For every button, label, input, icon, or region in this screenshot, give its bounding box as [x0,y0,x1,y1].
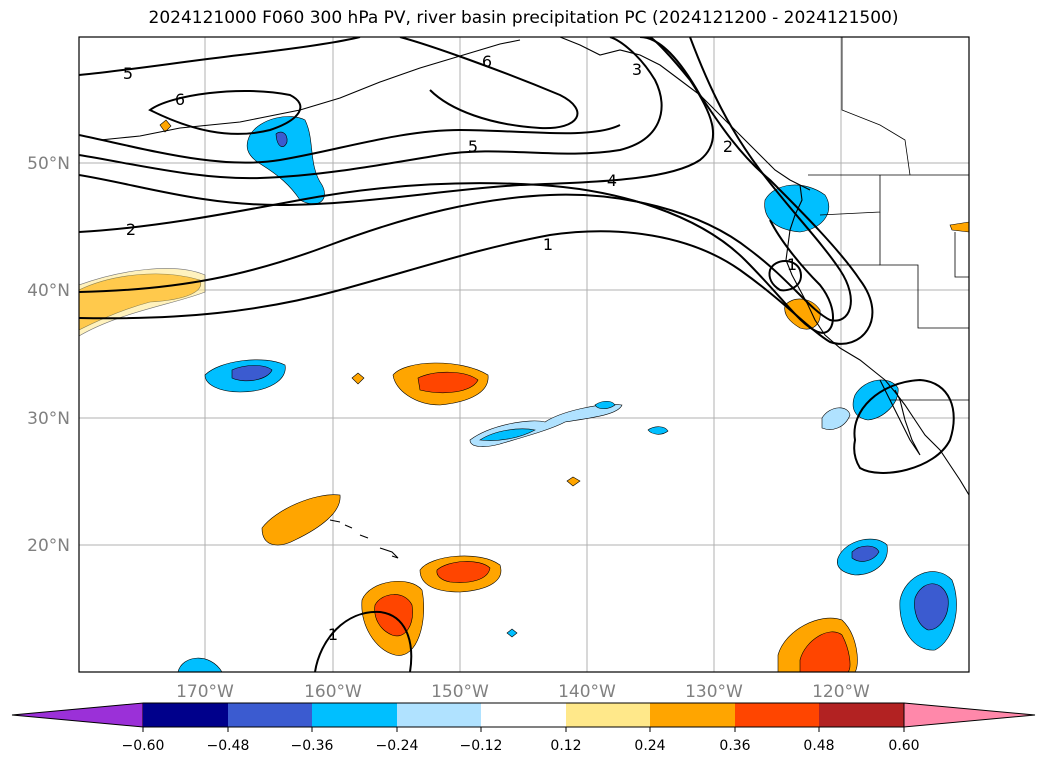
pv-contour-2 [79,37,852,322]
map-frame [78,36,970,673]
precip-blob-negative [647,426,669,435]
pv-contour-6 [79,124,621,164]
contour-label: 6 [175,90,185,109]
pv-contour-baja [853,378,955,474]
colorbar-over-arrow [903,702,1036,728]
colorbar-under-arrow [11,702,144,728]
contour-label: 6 [482,52,492,71]
contour-label: 1 [787,255,797,274]
lon-label: 160°W [304,682,362,702]
lon-label: 120°W [812,682,870,702]
colorbar: −0.60 −0.48 −0.36 −0.24 −0.12 0.12 0.24 … [11,702,1036,754]
precip-blob-positive [351,372,365,385]
precip-blob-positive-core [417,371,479,394]
lat-label: 50°N [27,154,70,174]
colorbar-tick-label: −0.24 [376,738,419,754]
precip-blob-positive [949,221,969,233]
colorbar-tick-label: 0.48 [803,738,834,754]
contour-label: 5 [123,64,133,83]
lon-label: 130°W [685,682,743,702]
contour-label: 2 [723,137,733,156]
colorbar-segment [312,703,397,727]
pv-contour-4 [79,37,715,207]
colorbar-segment [566,703,650,727]
contour-label: 2 [126,220,136,239]
precip-blob-positive-core [799,631,851,672]
lon-label: 170°W [176,682,234,702]
longitude-labels: 170°W 160°W 150°W 140°W 130°W 120°W [176,682,870,702]
precip-blob-negative-core [914,583,949,631]
precip-blob-positive [261,494,341,546]
colorbar-segment [650,703,735,727]
contour-label: 3 [632,60,642,79]
pv-contour-1-lower [314,610,413,672]
colorbar-segment [397,703,481,727]
colorbar-tick-label: −0.48 [207,738,250,754]
pv-contour-6-upper [399,37,579,130]
contour-label: 1 [328,625,338,644]
contour-label: 4 [607,171,617,190]
pv-contours [79,37,955,672]
lon-label: 150°W [431,682,489,702]
precip-blob-negative [821,407,851,430]
precip-blob-negative [246,116,325,205]
political-borders [800,37,969,401]
precip-blob-positive [566,476,581,487]
colorbar-tick-label: 0.60 [888,738,919,754]
colorbar-tick-label: −0.36 [291,738,334,754]
colorbar-tick-label: 0.12 [550,738,581,754]
contour-label: 1 [543,235,553,254]
pv-contour-ca-loop [768,260,802,292]
precip-blob-negative-core [594,400,616,410]
colorbar-tick-label: −0.60 [122,738,165,754]
pv-contour-5-upper [79,37,361,76]
latitude-labels: 50°N 40°N 30°N 20°N [27,154,70,556]
colorbar-segment [819,703,904,727]
lon-label: 140°W [558,682,616,702]
coastlines [99,37,969,559]
precip-blob-negative-core [231,365,273,382]
gridlines [79,37,969,672]
precip-blob-negative [852,379,899,421]
colorbar-tick-label: 0.36 [719,738,750,754]
precip-blob-positive [159,119,172,133]
precip-blob-positive-core [436,561,491,583]
contour-labels: 5 6 6 5 4 1 2 2 1 3 1 [123,52,797,644]
lat-label: 40°N [27,281,70,301]
lat-label: 30°N [27,409,70,429]
colorbar-segment [481,703,566,727]
precip-blob-negative [506,628,518,638]
colorbar-segment [143,703,228,727]
colorbar-segment [228,703,312,727]
colorbar-tick-label: −0.12 [460,738,503,754]
pv-contour-6-loop [148,90,302,135]
precip-blob-negative-core [851,545,880,562]
map-title: 2024121000 F060 300 hPa PV, river basin … [148,8,899,28]
lat-label: 20°N [27,536,70,556]
pv-contour-3 [79,182,834,334]
precip-blob-negative-core [275,131,288,147]
colorbar-segment [735,703,819,727]
colorbar-tick-label: 0.24 [634,738,665,754]
pv-contour-5 [79,37,663,180]
contour-label: 5 [468,137,478,156]
precip-blob-negative-core [479,428,536,441]
map-background [79,37,969,672]
